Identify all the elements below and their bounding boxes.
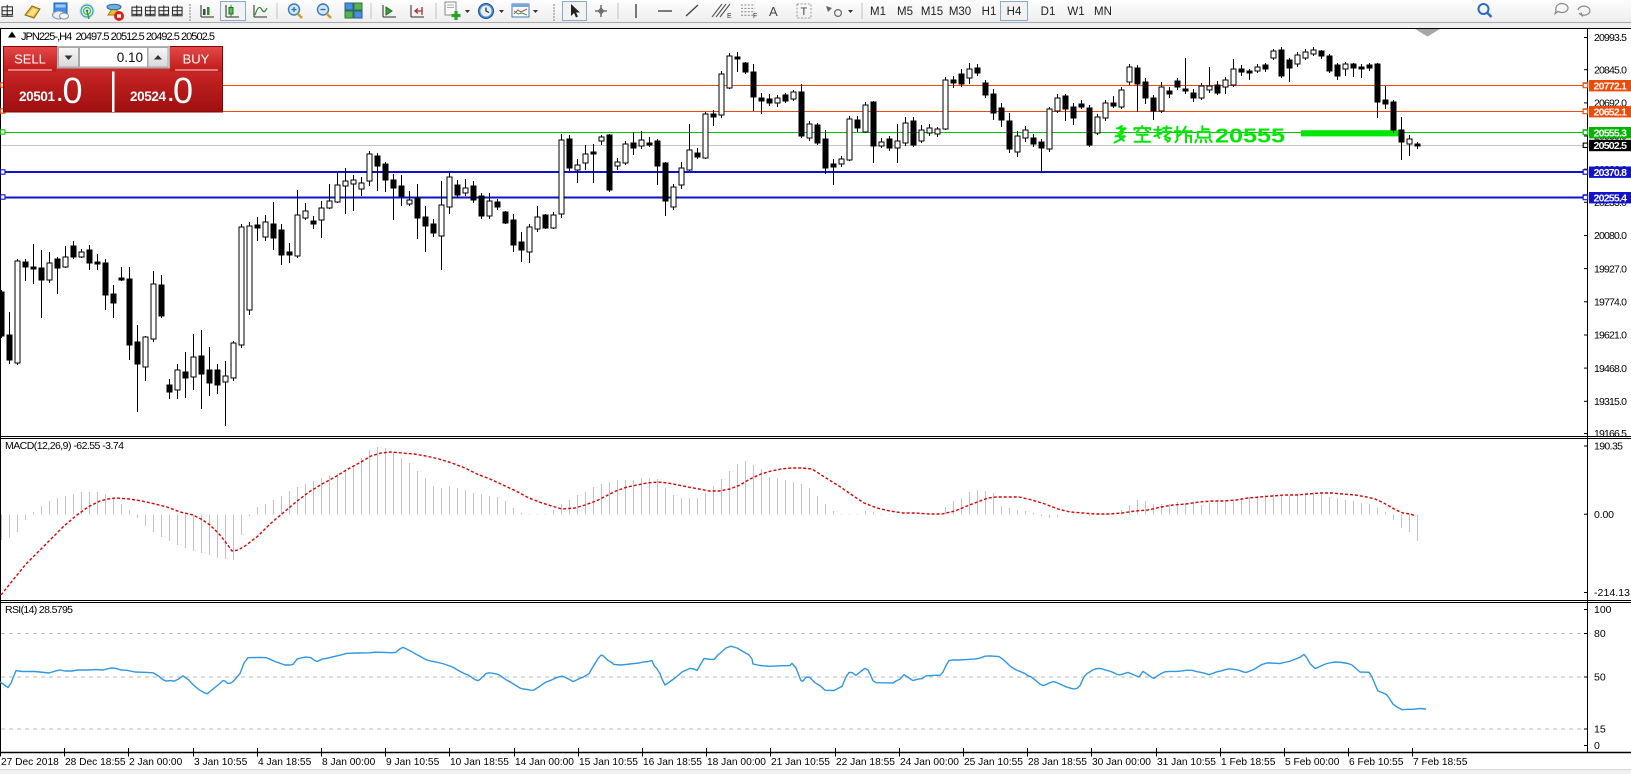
svg-text:20255.4: 20255.4 [1594,192,1628,204]
svg-text:19621.0: 19621.0 [1594,330,1627,342]
svg-text:16 Jan 18:55: 16 Jan 18:55 [643,757,702,768]
svg-text:27 Dec 2018: 27 Dec 2018 [1,757,59,768]
svg-text:5 Feb 00:00: 5 Feb 00:00 [1285,757,1340,768]
svg-text:20370.8: 20370.8 [1594,167,1628,179]
svg-text:.: . [168,84,174,106]
svg-text:6 Feb 10:55: 6 Feb 10:55 [1349,757,1404,768]
svg-text:.: . [57,84,63,106]
svg-text:20080.0: 20080.0 [1594,230,1627,242]
svg-text:21 Jan 10:55: 21 Jan 10:55 [771,757,830,768]
svg-text:14 Jan 00:00: 14 Jan 00:00 [515,757,574,768]
svg-text:M1: M1 [870,6,886,18]
svg-text:M15: M15 [921,6,943,18]
svg-text:A: A [769,4,778,19]
svg-text:-214.13: -214.13 [1594,587,1630,599]
svg-text:RSI(14) 28.5795: RSI(14) 28.5795 [5,604,73,616]
svg-text:JPN225-,H4 20497.5 20512.5 20: JPN225-,H4 20497.5 20512.5 20492.5 20502… [21,31,215,43]
svg-text:20502.5: 20502.5 [1594,140,1628,152]
svg-text:18 Jan 00:00: 18 Jan 00:00 [707,757,766,768]
svg-text:24 Jan 00:00: 24 Jan 00:00 [900,757,959,768]
svg-text:MACD(12,26,9) -62.55 -3.74: MACD(12,26,9) -62.55 -3.74 [5,440,124,452]
svg-text:3 Jan 10:55: 3 Jan 10:55 [194,757,248,768]
svg-text:0.00: 0.00 [1594,509,1614,521]
svg-text:25 Jan 10:55: 25 Jan 10:55 [964,757,1023,768]
svg-text:19774.0: 19774.0 [1594,297,1627,309]
svg-text:4 Jan 18:55: 4 Jan 18:55 [258,757,312,768]
svg-text:80: 80 [1594,628,1606,640]
svg-text:8 Jan 00:00: 8 Jan 00:00 [322,757,376,768]
svg-text:30 Jan 00:00: 30 Jan 00:00 [1092,757,1151,768]
svg-text:H1: H1 [982,6,997,18]
svg-text:1 Feb 18:55: 1 Feb 18:55 [1221,757,1276,768]
svg-text:10 Jan 18:55: 10 Jan 18:55 [450,757,509,768]
svg-text:T: T [801,6,808,18]
svg-text:50: 50 [1594,672,1606,684]
svg-text:20652.1: 20652.1 [1594,106,1628,118]
svg-text:MN: MN [1094,6,1112,18]
svg-text:2 Jan 00:00: 2 Jan 00:00 [129,757,183,768]
svg-text:28 Dec 18:55: 28 Dec 18:55 [65,757,126,768]
svg-text:M5: M5 [897,6,913,18]
svg-text:0: 0 [173,70,193,111]
svg-text:19315.0: 19315.0 [1594,396,1627,408]
svg-text:0: 0 [1594,740,1600,752]
svg-text:0: 0 [63,70,83,111]
svg-text:28 Jan 18:55: 28 Jan 18:55 [1028,757,1087,768]
svg-text:15: 15 [1594,724,1606,736]
svg-text:20501: 20501 [19,89,55,104]
svg-text:20555.3: 20555.3 [1594,127,1628,139]
svg-text:190.35: 190.35 [1594,441,1623,453]
svg-text:100: 100 [1594,604,1612,616]
svg-text:0.10: 0.10 [117,50,143,65]
svg-text:22 Jan 18:55: 22 Jan 18:55 [836,757,895,768]
svg-text:20845.0: 20845.0 [1594,64,1627,76]
svg-text:20524: 20524 [130,89,166,104]
svg-text:9 Jan 10:55: 9 Jan 10:55 [386,757,440,768]
svg-text:E: E [727,13,732,20]
svg-text:19927.0: 19927.0 [1594,263,1627,275]
svg-text:M30: M30 [949,6,971,18]
svg-text:7 Feb 18:55: 7 Feb 18:55 [1413,757,1468,768]
svg-text:20555: 20555 [1215,125,1285,148]
svg-text:20993.5: 20993.5 [1594,32,1627,44]
svg-text:SELL: SELL [14,52,46,67]
svg-text:F: F [753,13,757,20]
svg-text:H4: H4 [1007,6,1022,18]
svg-text:20772.1: 20772.1 [1594,80,1628,92]
svg-text:31 Jan 10:55: 31 Jan 10:55 [1157,757,1216,768]
svg-text:W1: W1 [1067,6,1084,18]
svg-text:15 Jan 10:55: 15 Jan 10:55 [579,757,638,768]
svg-text:D1: D1 [1041,6,1056,18]
svg-text:19166.5: 19166.5 [1594,428,1627,440]
svg-text:BUY: BUY [183,52,210,67]
svg-text:19468.0: 19468.0 [1594,363,1627,375]
